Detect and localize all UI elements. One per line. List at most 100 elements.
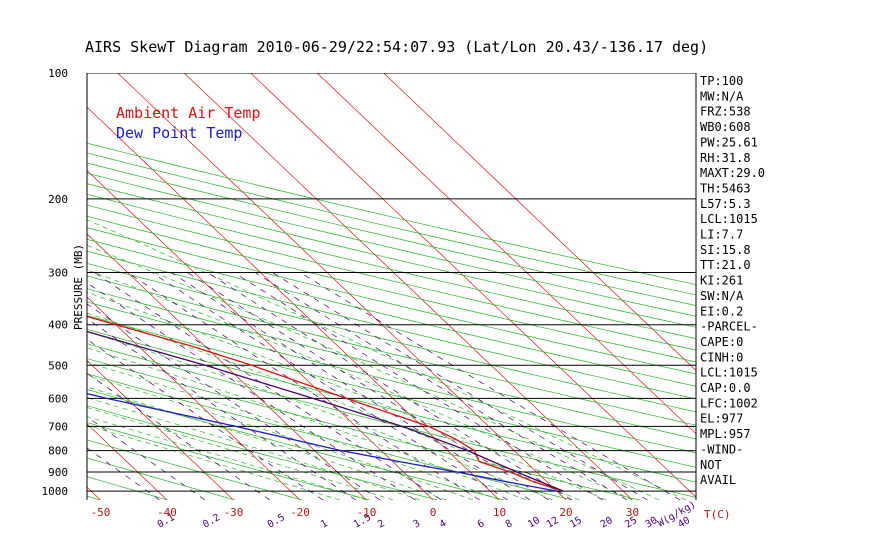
sounding-index-row: LFC:1002 <box>700 396 758 410</box>
pressure-tick-label: 600 <box>48 392 68 405</box>
isotherm-line <box>87 296 301 500</box>
chart-title: AIRS SkewT Diagram 2010-06-29/22:54:07.9… <box>85 38 708 56</box>
sounding-index-row: TH:5463 <box>700 181 751 195</box>
sounding-index-row: FRZ:538 <box>700 105 751 119</box>
sounding-index-row: TP:100 <box>700 74 743 88</box>
mixing-ratio-tick-label: 3 <box>412 518 423 531</box>
temperature-tick-label: 0 <box>430 506 437 519</box>
sounding-index-row: EL:977 <box>700 412 743 426</box>
mixing-ratio-tick-label: 30 <box>644 515 660 531</box>
pressure-tick-label: 800 <box>48 445 68 458</box>
temperature-tick-label: -50 <box>91 506 111 519</box>
pressure-tick-label: 700 <box>48 420 68 433</box>
dry-adiabat-line <box>87 439 303 500</box>
dry-adiabat-line <box>87 215 696 363</box>
sounding-index-row: -PARCEL- <box>700 320 758 334</box>
dry-adiabat-line <box>87 193 696 340</box>
sounding-index-row: AVAIL <box>700 473 736 487</box>
dry-adiabat-line <box>87 142 696 285</box>
dry-adiabat-line <box>87 315 696 468</box>
mixing-ratio-line <box>87 282 416 500</box>
isotherm-line <box>87 423 168 500</box>
dry-adiabat-line <box>87 227 696 375</box>
dry-adiabat-line <box>87 405 438 500</box>
dry-adiabat-line <box>87 329 696 483</box>
mixing-ratio-line <box>87 318 357 500</box>
mixing-ratio-line <box>87 303 381 500</box>
sounding-index-row: CINH:0 <box>700 350 743 364</box>
sounding-index-row: TT:21.0 <box>700 258 751 272</box>
sounding-index-row: LCL:1015 <box>700 366 758 380</box>
dry-adiabat-line <box>87 343 696 498</box>
mixing-ratio-line <box>94 272 442 500</box>
mixing-ratio-tick-label: 20 <box>599 515 615 531</box>
sounding-index-row: MAXT:29.0 <box>700 166 765 180</box>
sounding-index-row: CAPE:0 <box>700 335 743 349</box>
pressure-tick-label: 200 <box>48 193 68 206</box>
isobars <box>87 73 696 492</box>
mixing-ratio-line <box>87 416 206 500</box>
dry-adiabat-line <box>87 152 696 296</box>
sounding-index-row: L57:5.3 <box>700 197 751 211</box>
temperature-tick-label: -40 <box>157 506 177 519</box>
x-axis-label: T(C) <box>704 508 731 521</box>
mixing-ratio-tick-label: 15 <box>568 515 584 531</box>
mixing-ratio-tick-label: 8 <box>504 518 515 531</box>
mixing-ratio-line <box>87 447 160 500</box>
mixing-ratio-tick-label: 25 <box>623 515 639 531</box>
sounding-index-row: EI:0.2 <box>700 304 743 318</box>
dry-adiabat-line <box>87 238 696 387</box>
sounding-index-row: SW:N/A <box>700 289 744 303</box>
dry-adiabat-line <box>87 301 696 454</box>
sounding-index-row: MW:N/A <box>700 89 744 103</box>
sounding-index-row: LCL:1015 <box>700 212 758 226</box>
isotherm-line <box>87 106 500 500</box>
mixing-ratio-tick-label: 10 <box>526 515 542 531</box>
dry-adiabat-line <box>87 162 696 306</box>
sounding-index-row: RH:31.8 <box>700 151 751 165</box>
series-line <box>87 315 564 492</box>
mixing-ratio-line <box>127 272 480 500</box>
legend-dewpoint: Dew Point Temp <box>116 124 242 142</box>
isotherm-line <box>183 73 633 500</box>
sounding-index-row: -WIND- <box>700 442 743 456</box>
pressure-tick-label: 900 <box>48 466 68 479</box>
dry-adiabat-line <box>87 358 640 500</box>
mixing-ratio-tick-label: 12 <box>545 515 561 531</box>
isotherm-line <box>117 73 567 500</box>
mixing-ratio-line <box>300 272 681 500</box>
chart-text: AIRS SkewT Diagram 2010-06-29/22:54:07.9… <box>72 38 731 530</box>
mixing-ratio-lines <box>87 272 681 500</box>
mixing-ratio-line <box>233 272 603 500</box>
axis-tick-labels: 0.1 0.2 0.5 1 1.5 2 3 4 6 8 10 12 15 20 25 30 4010020030… <box>42 67 693 531</box>
dry-adiabat-line <box>87 288 696 440</box>
temperature-tick-label: 30 <box>626 506 639 519</box>
mixing-ratio-tick-label: 1 <box>319 518 330 531</box>
dry-adiabat-line <box>87 373 573 500</box>
temperature-tick-label: -30 <box>224 506 244 519</box>
dry-adiabat-line <box>87 422 370 500</box>
sounding-index-row: KI:261 <box>700 274 743 288</box>
mixing-ratio-tick-label: 2 <box>376 518 387 531</box>
series-line <box>87 392 557 492</box>
pressure-tick-label: 100 <box>48 67 68 80</box>
sounding-index-row: MPL:957 <box>700 427 751 441</box>
temperature-tick-label: 10 <box>493 506 506 519</box>
mixing-ratio-tick-label: 4 <box>438 518 449 531</box>
pressure-tick-label: 1000 <box>42 485 69 498</box>
isotherm-line <box>250 73 696 498</box>
mixing-ratio-line <box>87 372 270 500</box>
pressure-tick-label: 500 <box>48 359 68 372</box>
dry-adiabat-line <box>87 204 696 351</box>
sounding-index-row: SI:15.8 <box>700 243 751 257</box>
pressure-tick-label: 300 <box>48 267 68 280</box>
temperature-tick-label: -20 <box>290 506 310 519</box>
isotherm-line <box>316 73 696 435</box>
series-line <box>87 330 564 492</box>
y-axis-label: PRESSURE (MB) <box>72 244 85 330</box>
dry-adiabat-line <box>87 263 696 413</box>
mixing-ratio-line <box>87 338 324 500</box>
mixing-ratio-line <box>272 272 648 500</box>
